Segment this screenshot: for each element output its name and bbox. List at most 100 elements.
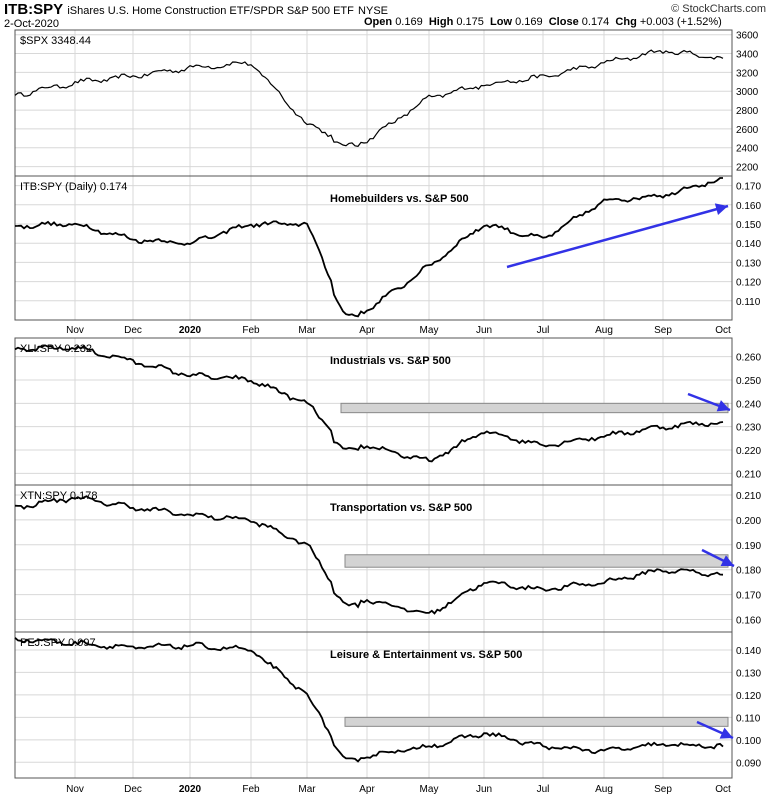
y-tick-label: 3200 xyxy=(736,68,759,79)
panel-frame xyxy=(14,175,733,321)
y-tick-label: 0.140 xyxy=(736,239,761,250)
y-tick-label: 2400 xyxy=(736,144,759,155)
chart-date: 2-Oct-2020 xyxy=(4,18,60,30)
x-tick-label: Jul xyxy=(537,784,550,795)
low-label: Low xyxy=(490,16,513,28)
y-tick-label: 2600 xyxy=(736,125,759,136)
x-tick-label: Feb xyxy=(242,325,260,336)
x-tick-label: 2020 xyxy=(179,325,202,336)
x-tick-label: May xyxy=(420,784,439,795)
y-tick-label: 0.100 xyxy=(736,736,761,747)
symbol: ITB:SPY xyxy=(4,1,64,18)
series-line xyxy=(14,637,724,763)
header-title: ITB:SPY iShares U.S. Home Construction E… xyxy=(4,1,388,18)
x-tick-label: 2020 xyxy=(179,784,202,795)
x-tick-label: Aug xyxy=(595,325,613,336)
series-line xyxy=(14,495,724,615)
annotation-arrowhead xyxy=(714,203,728,215)
y-tick-label: 0.160 xyxy=(736,201,761,212)
open-value: 0.169 xyxy=(395,16,423,28)
series-legend: XLI:SPY 0.232 xyxy=(20,343,92,355)
y-tick-label: 0.130 xyxy=(736,258,761,269)
panel-title: Industrials vs. S&P 500 xyxy=(330,355,451,367)
y-tick-label: 0.230 xyxy=(736,423,761,434)
panel-frame xyxy=(14,29,733,177)
brand-watermark: © StockCharts.com xyxy=(671,3,766,15)
low-value: 0.169 xyxy=(515,16,543,28)
x-tick-label: Feb xyxy=(242,784,260,795)
x-tick-label: Nov xyxy=(66,325,84,336)
high-label: High xyxy=(428,16,454,28)
y-tick-label: 0.220 xyxy=(736,446,761,457)
x-tick-label: May xyxy=(420,325,439,336)
annotation-arrow-shaft xyxy=(506,204,729,269)
x-tick-label: Sep xyxy=(654,784,672,795)
exchange: NYSE xyxy=(358,5,389,17)
panel-title: Leisure & Entertainment vs. S&P 500 xyxy=(330,649,522,661)
x-tick-label: Jul xyxy=(537,325,550,336)
x-tick-label: Oct xyxy=(715,325,731,336)
y-tick-label: 0.090 xyxy=(736,758,761,769)
panel-title: Transportation vs. S&P 500 xyxy=(330,502,472,514)
panel-title: Homebuilders vs. S&P 500 xyxy=(330,193,469,205)
x-tick-label: Jun xyxy=(476,784,492,795)
y-tick-label: 2200 xyxy=(736,163,759,174)
chg-label: Chg xyxy=(615,16,637,28)
x-tick-label: Mar xyxy=(298,784,316,795)
x-tick-label: Oct xyxy=(715,784,731,795)
resistance-band xyxy=(344,554,729,568)
x-tick-label: Sep xyxy=(654,325,672,336)
x-tick-label: Dec xyxy=(124,784,142,795)
y-tick-label: 0.150 xyxy=(736,220,761,231)
y-tick-label: 0.250 xyxy=(736,376,761,387)
annotation-arrowhead xyxy=(716,400,730,412)
series-line xyxy=(14,49,724,147)
panel-frame xyxy=(14,631,733,779)
y-tick-label: 0.170 xyxy=(736,182,761,193)
y-tick-label: 0.120 xyxy=(736,691,761,702)
x-tick-label: Aug xyxy=(595,784,613,795)
high-value: 0.175 xyxy=(456,16,484,28)
y-tick-label: 0.210 xyxy=(736,469,761,480)
y-tick-label: 3000 xyxy=(736,87,759,98)
annotation-arrowhead xyxy=(720,555,734,566)
resistance-band xyxy=(344,716,729,727)
y-tick-label: 2800 xyxy=(736,106,759,117)
series-legend: ITB:SPY (Daily) 0.174 xyxy=(20,181,127,193)
series-legend: $SPX 3348.44 xyxy=(20,35,91,47)
x-tick-label: Apr xyxy=(359,325,375,336)
y-tick-label: 0.140 xyxy=(736,646,761,657)
close-value: 0.174 xyxy=(581,16,610,28)
y-tick-label: 0.110 xyxy=(736,713,761,724)
y-tick-label: 0.180 xyxy=(736,566,761,577)
series-line xyxy=(14,177,723,318)
y-tick-label: 0.160 xyxy=(736,616,761,627)
chg-value: +0.003 (+1.52%) xyxy=(639,16,722,28)
x-tick-label: Apr xyxy=(359,784,375,795)
series-legend: XTN:SPY 0.178 xyxy=(20,490,97,502)
y-tick-label: 0.190 xyxy=(736,541,761,552)
y-tick-label: 0.170 xyxy=(736,591,761,602)
series-legend: PEJ:SPY 0.097 xyxy=(20,637,96,649)
close-label: Close xyxy=(548,16,579,28)
y-tick-label: 0.240 xyxy=(736,399,761,410)
resistance-band xyxy=(340,402,729,414)
annotation-arrowhead xyxy=(719,727,733,739)
x-tick-label: Dec xyxy=(124,325,142,336)
series-line xyxy=(14,344,724,463)
y-tick-label: 0.210 xyxy=(736,491,761,502)
y-tick-label: 0.120 xyxy=(736,278,761,289)
x-tick-label: Mar xyxy=(298,325,316,336)
y-tick-label: 3600 xyxy=(736,31,759,42)
y-tick-label: 0.130 xyxy=(736,668,761,679)
symbol-description: iShares U.S. Home Construction ETF/SPDR … xyxy=(67,5,354,17)
open-label: Open xyxy=(364,16,393,28)
y-tick-label: 0.260 xyxy=(736,353,761,364)
y-tick-label: 3400 xyxy=(736,50,759,61)
x-tick-label: Jun xyxy=(476,325,492,336)
y-tick-label: 0.200 xyxy=(736,516,761,527)
quote-summary: Open 0.169 High 0.175 Low 0.169 Close 0.… xyxy=(364,16,722,28)
y-tick-label: 0.110 xyxy=(736,297,761,308)
